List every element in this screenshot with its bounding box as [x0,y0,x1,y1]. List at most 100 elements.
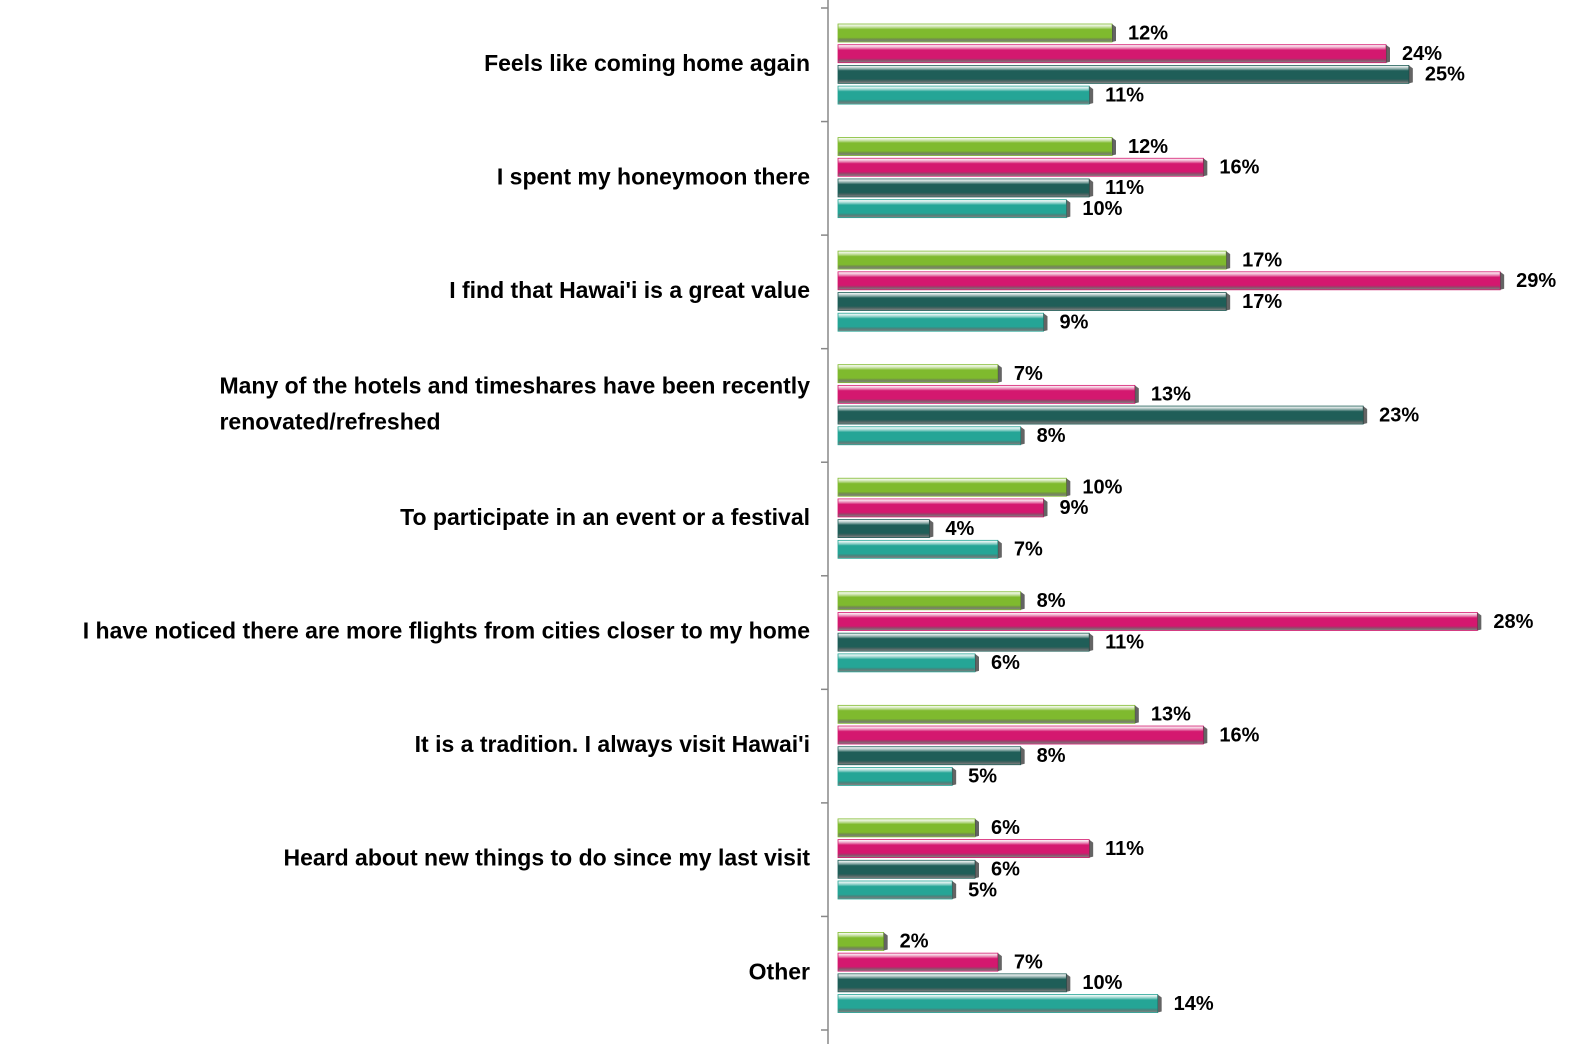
value-label: 28% [1493,611,1533,633]
category-label: Heard about new things to do since my la… [283,845,810,871]
bar [837,994,1159,1013]
bar-end [1408,65,1413,84]
bar-end [1500,271,1505,290]
bar [837,932,885,951]
bar [837,137,1113,156]
bar [837,704,1136,724]
value-label: 17% [1242,249,1282,271]
bar-end [1066,478,1071,497]
bar [837,612,1478,631]
bar [837,952,999,972]
value-label: 23% [1379,404,1419,426]
bar [837,632,1090,652]
value-label: 6% [991,859,1020,881]
bar-end [1043,498,1048,517]
value-label: 24% [1402,43,1442,65]
value-label: 29% [1516,270,1556,292]
value-label: 10% [1082,477,1122,499]
bar-end [1203,726,1208,745]
value-label: 16% [1219,157,1259,179]
value-label: 4% [945,518,974,540]
bar-end [1134,385,1139,404]
bar-end [997,364,1002,383]
value-label: 25% [1425,64,1465,86]
bar [837,539,999,559]
category-label: To participate in an event or a festival [400,504,810,530]
bar [837,725,1204,745]
value-label: 13% [1151,704,1191,726]
bar-end [975,653,979,672]
bar-end [1066,973,1071,992]
bar [837,384,1136,404]
category-label: I spent my honeymoon there [497,163,810,189]
bar-end [952,767,957,786]
value-label: 8% [1037,745,1066,767]
bar-end [952,880,957,899]
bar [837,405,1364,425]
value-label: 5% [968,879,997,901]
bar [837,292,1227,311]
value-label: 10% [1082,198,1122,220]
bar-end [1112,137,1116,156]
bar [837,859,976,879]
value-label: 10% [1082,972,1122,994]
bar-end [1043,313,1048,332]
bar [837,653,976,673]
bar-end [1020,591,1025,610]
value-label: 16% [1219,724,1259,746]
value-label: 9% [1060,311,1089,333]
bar [837,271,1501,291]
bar-end [997,540,1002,559]
bar [837,818,976,838]
value-label: 11% [1105,631,1144,653]
bar [837,591,1022,611]
bar [837,250,1227,270]
bar [837,767,953,786]
bar-end [975,860,979,879]
bar-end [1066,199,1071,218]
bar-end [1477,612,1482,631]
category-label: Other [749,958,810,984]
bar-end [1386,44,1390,63]
value-label: 6% [991,817,1020,839]
value-label: 17% [1242,291,1282,313]
bar [837,839,1090,858]
bar [837,746,1022,766]
bar-end [1226,251,1231,270]
category-label: Feels like coming home again [484,50,810,76]
value-label: 8% [1037,425,1066,447]
bar [837,973,1067,993]
bar-end [997,953,1002,972]
bar [837,199,1067,219]
value-label: 11% [1105,838,1144,860]
value-label: 11% [1105,177,1144,199]
bar [837,364,999,384]
category-label: I have noticed there are more flights fr… [83,618,810,644]
value-label: 12% [1128,136,1168,158]
category-label: I find that Hawai'i is a great value [449,277,810,303]
bar [837,477,1067,497]
value-label: 14% [1174,993,1214,1015]
bar [837,498,1044,518]
bar-end [975,818,979,837]
value-label: 7% [1014,951,1043,973]
value-label: 9% [1060,497,1089,519]
value-label: 6% [991,652,1020,674]
bar-end [1020,746,1025,765]
bar [837,426,1022,446]
value-label: 8% [1037,590,1066,612]
value-label: 2% [900,931,929,953]
bar-end [1089,633,1094,652]
bar-end [1134,705,1139,724]
bar-end [883,932,888,951]
bar [837,880,953,900]
bar-end [1226,292,1231,311]
value-label: 7% [1014,539,1043,561]
value-label: 5% [968,766,997,788]
bar [837,65,1410,84]
category-label: It is a tradition. I always visit Hawai'… [415,731,810,757]
bar [837,157,1204,177]
bar [837,178,1090,198]
bar-end [929,519,934,538]
